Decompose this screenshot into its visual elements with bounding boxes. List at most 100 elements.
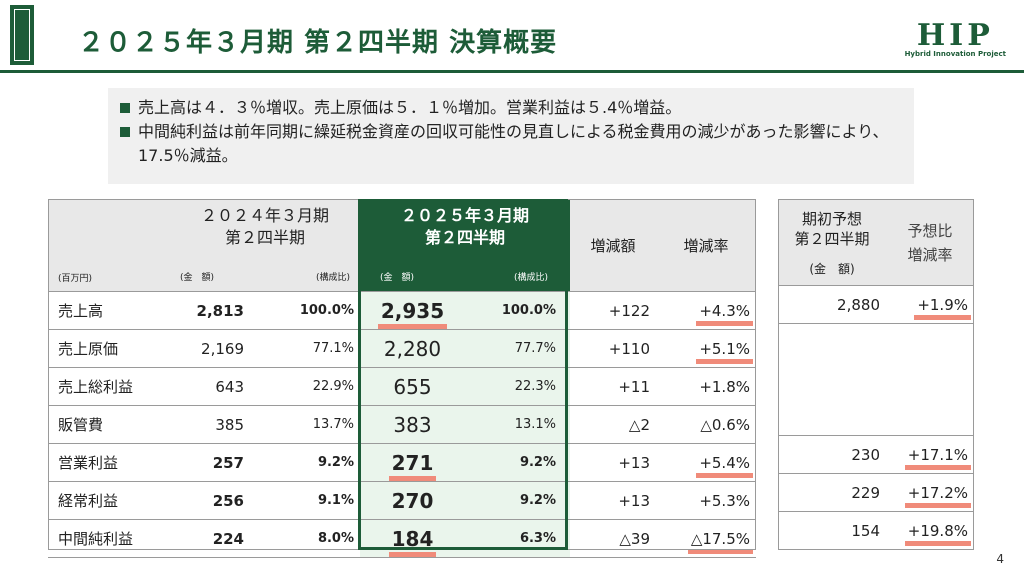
- rate-cell: +4.3%: [656, 291, 756, 330]
- forecast-row: [778, 361, 974, 398]
- cur-value-cell: 184: [360, 519, 465, 558]
- table-row: 売上総利益 643 22.9% 655 22.3% +11 +1.8%: [48, 367, 756, 406]
- prev-value: 256: [170, 481, 250, 520]
- prev-ratio-label: (構成比): [315, 273, 350, 283]
- table-row: 営業利益 257 9.2% 271 9.2% +13 +5.4%: [48, 443, 756, 482]
- cur-ratio: 6.3%: [465, 519, 570, 558]
- forecast-row: 154 +19.8%: [778, 511, 974, 550]
- summary-item: 中間純利益は前年同期に繰延税金資産の回収可能性の見直しによる税金費用の減少があっ…: [120, 120, 902, 168]
- diff-value: +122: [570, 291, 656, 330]
- cur-value-cell: 2,935: [360, 291, 465, 330]
- header-cur-period: ２０２５年３月期 第２四半期 (金 額) (構成比): [360, 199, 570, 292]
- forecast-value: [778, 324, 886, 362]
- prev-period-subtitle: 第２四半期: [224, 228, 305, 247]
- rate-value: +5.3%: [699, 491, 750, 510]
- cur-value-cell: 655: [360, 367, 465, 406]
- prev-value: 257: [170, 443, 250, 482]
- forecast-rate: +19.8%: [904, 521, 972, 546]
- rate-cell: △17.5%: [656, 519, 756, 558]
- summary-text: 中間純利益は前年同期に繰延税金資産の回収可能性の見直しによる税金費用の減少があっ…: [138, 122, 889, 165]
- prev-value: 385: [170, 405, 250, 444]
- cur-value: 184: [388, 526, 437, 557]
- cur-ratio: 77.7%: [465, 329, 570, 368]
- summary-item: 売上高は４．３％増収。売上原価は５．１％増加。営業利益は５.4％増益。: [120, 96, 902, 120]
- diff-value: +11: [570, 367, 656, 406]
- diff-value: +13: [570, 443, 656, 482]
- forecast-rate-cell: +17.2%: [886, 473, 974, 512]
- forecast-row: [778, 324, 974, 362]
- cur-value: 655: [393, 374, 432, 399]
- forecast-header-rate: 予想比 増減率: [886, 199, 974, 286]
- square-bullet-icon: [120, 103, 130, 113]
- rate-cell: +1.8%: [656, 367, 756, 406]
- summary-text: 売上高は４．３％増収。売上原価は５．１％増加。営業利益は５.4％増益。: [138, 98, 682, 117]
- diff-value: △2: [570, 405, 656, 444]
- rate-value: △17.5%: [687, 529, 754, 554]
- unit-label: (百万円): [58, 274, 93, 284]
- forecast-rate-cell: +1.9%: [886, 285, 974, 324]
- row-label: 中間純利益: [48, 519, 170, 558]
- rate-cell: +5.4%: [656, 443, 756, 482]
- forecast-rate-cell: +17.1%: [886, 435, 974, 474]
- header-diff: 増減額: [570, 199, 656, 292]
- logo-main-text: HIP: [916, 18, 994, 53]
- diff-value: +13: [570, 481, 656, 520]
- table-row: 経常利益 256 9.1% 270 9.2% +13 +5.3%: [48, 481, 756, 520]
- forecast-value: [778, 398, 886, 436]
- rate-value: +4.3%: [696, 301, 753, 326]
- cur-value-cell: 383: [360, 405, 465, 444]
- header-rate: 増減率: [656, 199, 756, 292]
- prev-ratio: 100.0%: [250, 291, 360, 330]
- rate-cell: +5.1%: [656, 329, 756, 368]
- cur-value-cell: 270: [360, 481, 465, 520]
- cur-value-cell: 2,280: [360, 329, 465, 368]
- prev-value: 2,169: [170, 329, 250, 368]
- cur-ratio: 9.2%: [465, 443, 570, 482]
- cur-period-title: ２０２５年３月期: [400, 206, 529, 225]
- results-table: (百万円) ２０２４年３月期 第２四半期 (金 額) (構成比) ２０２５年３月…: [48, 199, 756, 558]
- row-label: 営業利益: [48, 443, 170, 482]
- forecast-row: 2,880 +1.9%: [778, 285, 974, 324]
- forecast-title: 期初予想: [801, 210, 862, 228]
- cur-value: 2,280: [383, 336, 442, 361]
- title-accent-outline: [14, 9, 30, 61]
- cur-ratio: 13.1%: [465, 405, 570, 444]
- prev-period-title: ２０２４年３月期: [200, 206, 329, 225]
- summary-box: 売上高は４．３％増収。売上原価は５．１％増加。営業利益は５.4％増益。 中間純利…: [108, 88, 914, 184]
- forecast-rate-cell: [886, 361, 974, 398]
- forecast-rate: +17.2%: [904, 483, 972, 508]
- table-row: 中間純利益 224 8.0% 184 6.3% △39 △17.5%: [48, 519, 756, 558]
- forecast-comp-title: 予想比: [907, 222, 953, 240]
- cur-value: 270: [391, 488, 434, 513]
- cur-value: 271: [388, 450, 437, 481]
- rate-value: △0.6%: [700, 415, 750, 434]
- forecast-value: 154: [778, 511, 886, 550]
- rate-value: +5.1%: [696, 339, 753, 364]
- forecast-amount-label: (金 額): [809, 262, 855, 276]
- forecast-header-row: 期初予想 第２四半期 (金 額) 予想比 増減率: [778, 199, 974, 286]
- forecast-header-value: 期初予想 第２四半期 (金 額): [778, 199, 886, 286]
- rate-value: +5.4%: [696, 453, 753, 478]
- logo-sub-text: Hybrid Innovation Project: [904, 50, 1006, 58]
- prev-value: 2,813: [170, 291, 250, 330]
- forecast-rate-cell: [886, 324, 974, 362]
- page-number: 4: [996, 552, 1004, 566]
- cur-ratio: 9.2%: [465, 481, 570, 520]
- forecast-rate-cell: +19.8%: [886, 511, 974, 550]
- rate-value: +1.8%: [699, 377, 750, 396]
- forecast-rate: +17.1%: [904, 445, 972, 470]
- forecast-comp-subtitle: 増減率: [907, 246, 953, 264]
- cur-value: 2,935: [377, 298, 448, 329]
- diff-value: +110: [570, 329, 656, 368]
- forecast-value: [778, 361, 886, 398]
- header-divider: [0, 70, 1024, 73]
- cur-value: 383: [393, 412, 432, 437]
- table-header-row: (百万円) ２０２４年３月期 第２四半期 (金 額) (構成比) ２０２５年３月…: [48, 199, 756, 292]
- page-title: ２０２５年３月期 第２四半期 決算概要: [78, 28, 558, 58]
- forecast-row: [778, 398, 974, 436]
- rate-cell: △0.6%: [656, 405, 756, 444]
- row-label: 売上総利益: [48, 367, 170, 406]
- prev-ratio: 8.0%: [250, 519, 360, 558]
- table-row: 売上原価 2,169 77.1% 2,280 77.7% +110 +5.1%: [48, 329, 756, 368]
- hip-logo: HIP Hybrid Innovation Project: [904, 18, 1006, 59]
